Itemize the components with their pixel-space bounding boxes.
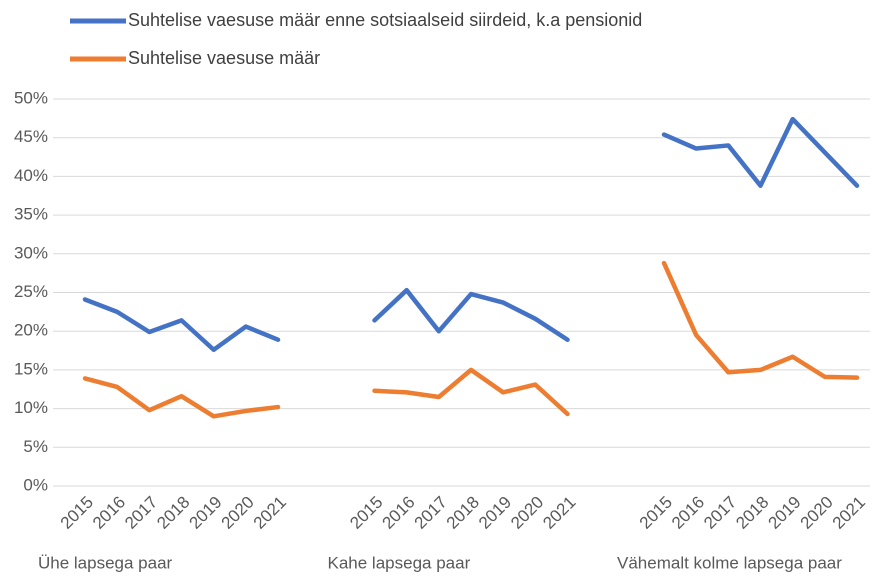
x-tick-label: 2021: [539, 493, 579, 533]
x-tick-label: 2016: [668, 493, 708, 533]
x-tick-label: 2017: [411, 493, 451, 533]
x-tick-label: 2016: [89, 493, 129, 533]
x-tick-label: 2019: [764, 493, 804, 533]
x-tick-label: 2019: [475, 493, 515, 533]
legend-label: Suhtelise vaesuse määr: [128, 48, 320, 68]
x-tick-label: 2021: [829, 493, 869, 533]
y-tick-label: 50%: [14, 88, 48, 107]
x-tick-label: 2017: [700, 493, 740, 533]
group-label: Kahe lapsega paar: [328, 553, 471, 572]
y-tick-label: 45%: [14, 127, 48, 146]
legend-label: Suhtelise vaesuse määr enne sotsiaalseid…: [128, 10, 642, 30]
group-label: Ühe lapsega paar: [38, 553, 173, 572]
x-tick-label: 2019: [185, 493, 225, 533]
y-tick-label: 0%: [23, 475, 48, 494]
series-line: [82, 260, 860, 419]
x-tick-label: 2018: [443, 493, 483, 533]
y-tick-label: 25%: [14, 282, 48, 301]
y-tick-label: 15%: [14, 359, 48, 378]
x-tick-label: 2020: [507, 493, 547, 533]
x-tick-label: 2015: [57, 493, 97, 533]
y-tick-label: 35%: [14, 205, 48, 224]
y-tick-label: 30%: [14, 243, 48, 262]
y-tick-label: 5%: [23, 437, 48, 456]
series-line: [82, 116, 860, 353]
y-tick-label: 20%: [14, 321, 48, 340]
x-tick-label: 2021: [250, 493, 290, 533]
group-label: Vähemalt kolme lapsega paar: [617, 553, 842, 572]
x-tick-label: 2018: [732, 493, 772, 533]
x-tick-label: 2020: [218, 493, 258, 533]
x-tick-label: 2016: [378, 493, 418, 533]
y-tick-label: 40%: [14, 166, 48, 185]
x-tick-label: 2020: [797, 493, 837, 533]
y-tick-label: 10%: [14, 398, 48, 417]
x-tick-label: 2017: [121, 493, 161, 533]
x-tick-label: 2018: [153, 493, 193, 533]
x-tick-label: 2015: [346, 493, 386, 533]
x-tick-label: 2015: [636, 493, 676, 533]
